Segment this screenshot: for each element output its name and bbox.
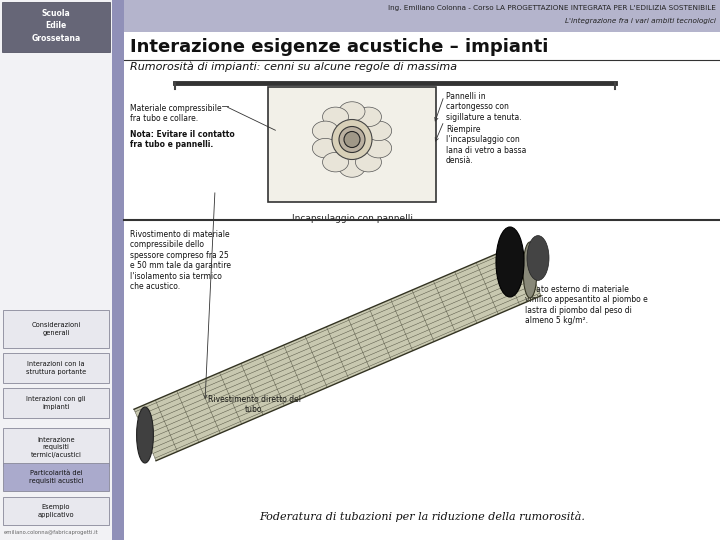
Bar xyxy=(0,0,112,540)
Bar xyxy=(268,87,436,202)
Text: Interazioni con gli
impianti: Interazioni con gli impianti xyxy=(26,396,86,410)
Text: Rivestimento diretto del
tubo.: Rivestimento diretto del tubo. xyxy=(209,395,302,414)
Ellipse shape xyxy=(366,138,392,158)
Circle shape xyxy=(344,132,360,147)
Ellipse shape xyxy=(323,152,348,172)
Bar xyxy=(3,353,109,383)
Bar xyxy=(124,0,720,540)
Bar xyxy=(3,463,109,491)
Ellipse shape xyxy=(356,107,382,126)
Text: Interazioni con la
struttura portante: Interazioni con la struttura portante xyxy=(26,361,86,375)
Text: emiliano.colonna@fabricaprogetti.it: emiliano.colonna@fabricaprogetti.it xyxy=(4,530,99,535)
Bar xyxy=(112,0,124,540)
Text: Rivostimento di materiale
compressibile dello
spessore compreso fra 25
e 50 mm t: Rivostimento di materiale compressibile … xyxy=(130,230,231,291)
Text: Foderatura di tubazioni per la riduzione della rumorosità.: Foderatura di tubazioni per la riduzione… xyxy=(259,511,585,522)
Text: Pannelli in
cartongesso con
sigillature a tenuta.: Pannelli in cartongesso con sigillature … xyxy=(446,92,521,122)
Text: L'integrazione fra i vari ambiti tecnologici: L'integrazione fra i vari ambiti tecnolo… xyxy=(565,18,716,24)
Circle shape xyxy=(332,119,372,159)
Bar xyxy=(3,428,109,466)
Text: Materiale compressibile
fra tubo e collare.: Materiale compressibile fra tubo e colla… xyxy=(130,104,222,124)
Bar xyxy=(3,497,109,525)
Text: Nota: Evitare il contatto
fra tubo e pannelli.: Nota: Evitare il contatto fra tubo e pan… xyxy=(130,130,235,150)
Ellipse shape xyxy=(496,227,524,297)
Ellipse shape xyxy=(339,102,365,122)
Ellipse shape xyxy=(312,138,338,158)
Ellipse shape xyxy=(356,152,382,172)
Ellipse shape xyxy=(523,242,537,298)
Bar xyxy=(3,310,109,348)
Circle shape xyxy=(339,126,365,152)
Text: Riempire
l'incapsulaggio con
lana di vetro a bassa
densià.: Riempire l'incapsulaggio con lana di vet… xyxy=(446,125,526,165)
Polygon shape xyxy=(134,244,541,461)
Bar xyxy=(124,0,720,32)
Ellipse shape xyxy=(366,121,392,140)
Ellipse shape xyxy=(323,107,348,126)
Ellipse shape xyxy=(137,407,153,463)
Text: Interazione esigenze acustiche – impianti: Interazione esigenze acustiche – impiant… xyxy=(130,38,549,56)
Text: Incapsulaggio con pannelli: Incapsulaggio con pannelli xyxy=(292,214,413,223)
Bar xyxy=(2,2,110,52)
Ellipse shape xyxy=(339,158,365,177)
Text: Ing. Emiliano Colonna - Corso LA PROGETTAZIONE INTEGRATA PER L'EDILIZIA SOSTENIB: Ing. Emiliano Colonna - Corso LA PROGETT… xyxy=(388,5,716,11)
Bar xyxy=(3,388,109,418)
Text: Rumorosità di impianti: cenni su alcune regole di massima: Rumorosità di impianti: cenni su alcune … xyxy=(130,62,457,72)
Text: Strato esterno di materiale
vinilico appesantito al piombo e
lastra di piombo da: Strato esterno di materiale vinilico app… xyxy=(525,285,648,325)
Text: Particolarità dei
requisiti acustici: Particolarità dei requisiti acustici xyxy=(29,470,84,484)
Text: Considerazioni
generali: Considerazioni generali xyxy=(32,322,81,336)
Text: Esempio
applicativo: Esempio applicativo xyxy=(37,504,74,518)
Text: Scuola
Edile
Grossetana: Scuola Edile Grossetana xyxy=(32,9,81,43)
Text: Interazione
requisiti
termici/acustici: Interazione requisiti termici/acustici xyxy=(30,436,81,457)
Ellipse shape xyxy=(312,121,338,140)
Ellipse shape xyxy=(527,235,549,280)
